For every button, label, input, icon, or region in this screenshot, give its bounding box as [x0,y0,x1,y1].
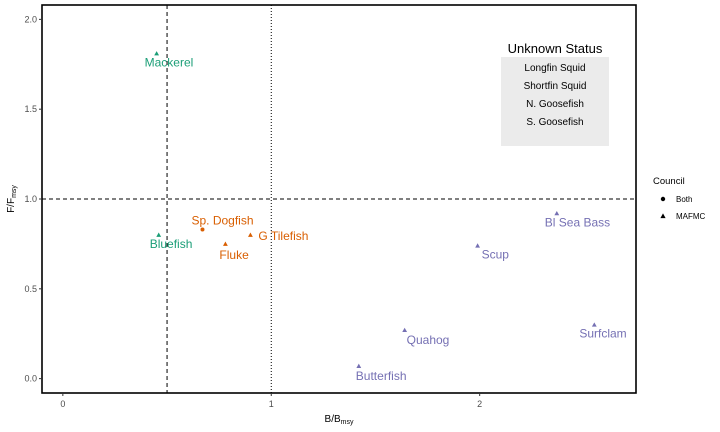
unknown-status-item: Shortfin Squid [524,81,587,92]
label-g-tilefish: G Tilefish [258,229,308,243]
point-scup [475,243,480,248]
y-tick-label: 0.5 [24,284,37,294]
point-sp-dogfish [200,227,205,232]
label-bluefish: Bluefish [150,237,193,251]
y-tick-label: 2.0 [24,14,37,24]
y-tick-label: 1.0 [24,194,37,204]
point-fluke [223,241,228,246]
point-g-tilefish [248,232,253,237]
y-axis-title: F/Fmsy [6,185,18,213]
point-butterfish [356,363,362,368]
legend-key-both [660,196,666,202]
point-bl-sea-bass [554,210,560,216]
reference-lines [42,5,636,393]
x-tick-label: 1 [269,399,274,409]
point-quahog [402,327,408,333]
legend-key-mafmc [660,213,666,219]
unknown-status-title: Unknown Status [508,41,603,56]
point-surfclam [591,322,597,327]
unknown-status-item: Longfin Squid [524,63,585,74]
label-scup: Scup [482,248,510,262]
unknown-status-box: Unknown Status Longfin Squid Shortfin Squ… [501,41,609,146]
x-axis-title: B/Bmsy [325,414,354,426]
legend-label-mafmc: MAFMC [676,212,706,221]
y-tick-label: 0.0 [24,374,37,384]
label-fluke: Fluke [219,248,249,262]
x-tick-label: 2 [477,399,482,409]
unknown-status-background [501,57,609,146]
label-mackerel: Mackerel [145,56,194,70]
unknown-status-item: N. Goosefish [526,99,584,110]
legend-label-both: Both [676,195,692,204]
label-butterfish: Butterfish [356,369,407,383]
label-quahog: Quahog [407,333,450,347]
y-tick-label: 1.5 [24,104,37,114]
unknown-status-item: S. Goosefish [526,117,583,128]
x-tick-label: 0 [60,399,65,409]
label-bl-sea-bass: Bl Sea Bass [545,215,610,229]
point-bluefish [156,232,162,237]
y-axis: 0.0 0.5 1.0 1.5 2.0 [24,14,42,384]
label-surfclam: Surfclam [579,327,626,341]
point-labels: Mackerel Bluefish Sp. Dogfish G Tilefish Flu… [145,56,627,384]
point-mackerel [154,51,160,56]
legend-title: Council [653,176,685,187]
data-points [154,51,597,368]
label-sp-dogfish: Sp. Dogfish [191,214,253,228]
legend: Council Both MAFMC [653,176,706,221]
x-axis: 0 1 2 [60,393,482,409]
